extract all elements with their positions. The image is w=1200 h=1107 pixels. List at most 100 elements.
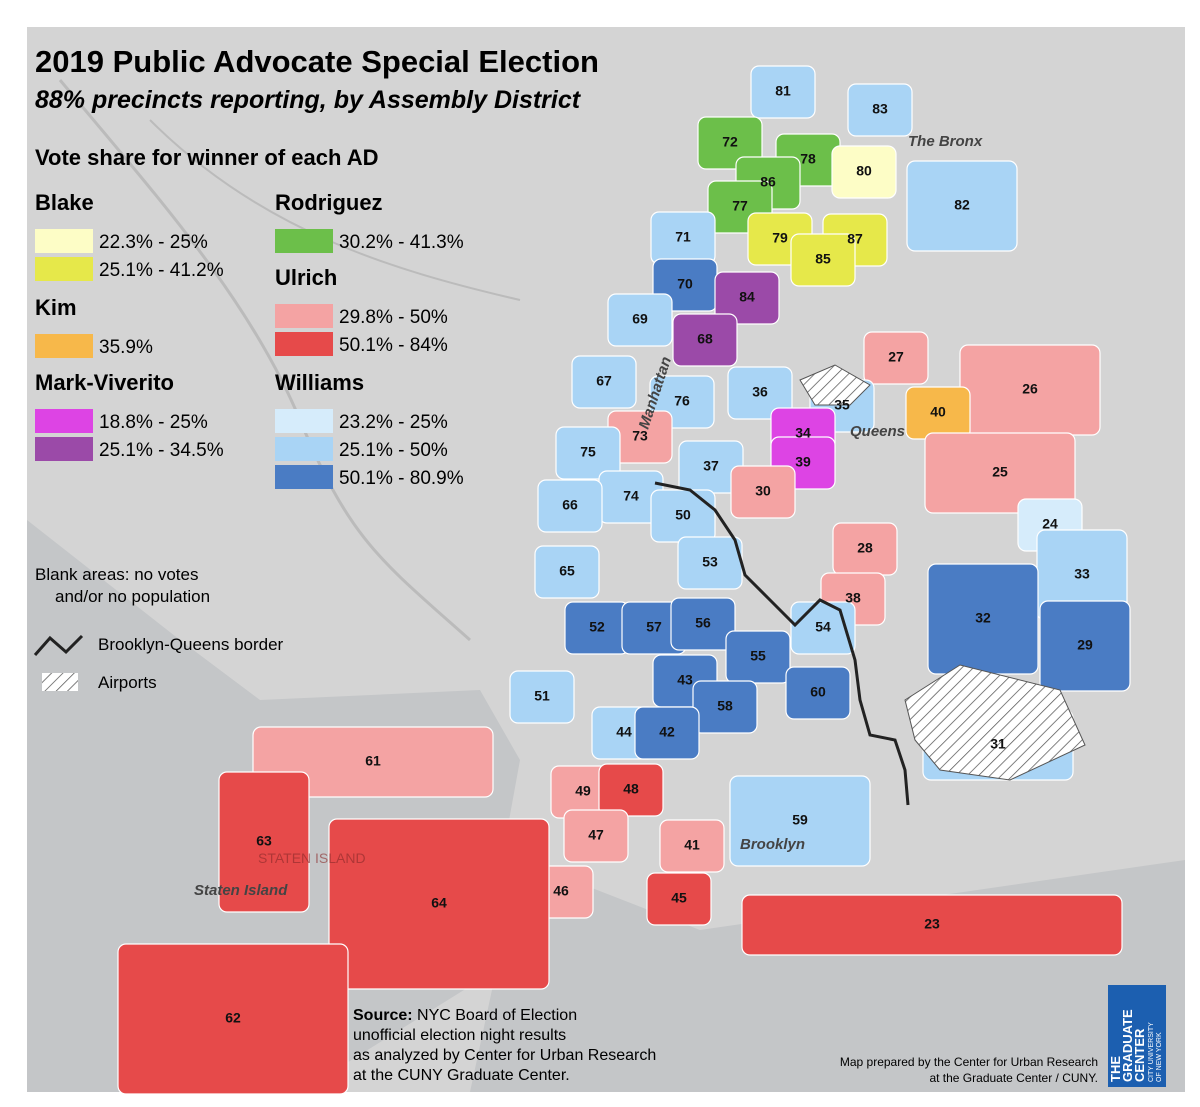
- district-label: 56: [695, 615, 711, 631]
- legend-swatch: [275, 229, 333, 253]
- legend-group: Rodriguez: [275, 190, 383, 215]
- district: [714, 271, 780, 325]
- district-label: 27: [888, 349, 904, 365]
- legend-swatch: [275, 409, 333, 433]
- district-label: 45: [671, 890, 687, 906]
- district-label: 62: [225, 1010, 241, 1026]
- district: [646, 872, 712, 926]
- source: Source: NYC Board of Election: [353, 1007, 577, 1024]
- district: [725, 630, 791, 684]
- source-label: Source:: [353, 1007, 413, 1024]
- source-line: as analyzed by Center for Urban Research: [353, 1047, 656, 1064]
- legend-group: Ulrich: [275, 265, 337, 290]
- borough-label: Brooklyn: [740, 836, 805, 853]
- district: [252, 726, 494, 798]
- legend-swatch: [35, 229, 93, 253]
- airport: [904, 664, 1086, 781]
- borough-label: The Bronx: [908, 133, 983, 150]
- district: [534, 545, 600, 599]
- district-label: 86: [760, 174, 776, 190]
- district: [790, 233, 856, 287]
- district: [863, 331, 929, 385]
- legend-label: 22.3% - 25%: [99, 232, 208, 253]
- district-label: 82: [954, 197, 970, 213]
- district-label: 71: [675, 229, 691, 245]
- district-label: 47: [588, 827, 604, 843]
- district: [831, 145, 897, 199]
- credit: at the Graduate Center / CUNY.: [929, 1071, 1098, 1085]
- district-label: 54: [815, 619, 831, 635]
- source-line: unofficial election night results: [353, 1027, 566, 1044]
- district-label: 52: [589, 619, 605, 635]
- legend-group: Williams: [275, 370, 364, 395]
- logo-text: CITY UNIVERSITY: [1148, 1022, 1155, 1082]
- legend-label: 50.1% - 80.9%: [339, 468, 464, 489]
- legend-group: Kim: [35, 295, 77, 320]
- legend-swatch: [35, 409, 93, 433]
- district-label: 24: [1042, 516, 1058, 532]
- borough-label: Queens: [850, 423, 905, 440]
- district-label: 36: [752, 384, 768, 400]
- district: [924, 432, 1076, 514]
- legend-label: 18.8% - 25%: [99, 412, 208, 433]
- district: [634, 706, 700, 760]
- district-label: 74: [623, 488, 639, 504]
- legend-label: 35.9%: [99, 337, 153, 358]
- district-labels: 81 83 72 78 86 80 82 77 71 79 87 85 70 84 69 68 27 67 36 35…: [225, 83, 1093, 1026]
- district: [328, 818, 550, 990]
- legend-label: 25.1% - 41.2%: [99, 260, 224, 281]
- legend-group: Mark-Viverito: [35, 370, 174, 395]
- district: [218, 771, 310, 913]
- district-label: 38: [845, 590, 861, 606]
- district-label: 53: [702, 554, 718, 570]
- district: [750, 65, 816, 119]
- legend-heading: Vote share for winner of each AD: [35, 145, 379, 170]
- district-label: 66: [562, 497, 578, 513]
- district: [598, 763, 664, 817]
- legend-label: 25.1% - 50%: [339, 440, 448, 461]
- district-label: 42: [659, 724, 675, 740]
- legend-swatch: [275, 304, 333, 328]
- district-label: 50: [675, 507, 691, 523]
- district-label: 79: [772, 230, 788, 246]
- district-label: 31: [990, 736, 1006, 752]
- district: [727, 366, 793, 420]
- district: [906, 160, 1018, 252]
- district-label: 28: [857, 540, 873, 556]
- legend-swatch: [35, 334, 93, 358]
- district-label: 32: [975, 610, 991, 626]
- district-label: 44: [616, 724, 632, 740]
- blank-note: and/or no population: [55, 587, 210, 606]
- district-label: 25: [992, 464, 1008, 480]
- district-label: 40: [930, 404, 946, 420]
- district-label: 49: [575, 783, 591, 799]
- district: [607, 293, 673, 347]
- district-label: 72: [722, 134, 738, 150]
- legend-swatch: [275, 437, 333, 461]
- district-label: 59: [792, 812, 808, 828]
- districts: [117, 65, 1131, 1095]
- legend-label: 50.1% - 84%: [339, 335, 448, 356]
- legend-label: 29.8% - 50%: [339, 307, 448, 328]
- source-line: at the CUNY Graduate Center.: [353, 1067, 570, 1084]
- district-label: 78: [800, 151, 816, 167]
- district-label: 67: [596, 373, 612, 389]
- district-label: 26: [1022, 381, 1038, 397]
- legend-swatch: [275, 332, 333, 356]
- district-label: 37: [703, 458, 719, 474]
- logo-text: OF NEW YORK: [1156, 1032, 1163, 1082]
- district: [537, 479, 603, 533]
- district: [571, 355, 637, 409]
- district: [555, 426, 621, 480]
- credit: Map prepared by the Center for Urban Res…: [840, 1055, 1098, 1069]
- borough-label: Staten Island: [194, 882, 288, 899]
- district-label: 83: [872, 101, 888, 117]
- district-label: 34: [795, 425, 811, 441]
- district: [847, 83, 913, 137]
- airport-swatch: [42, 673, 78, 691]
- borough-label: STATEN ISLAND: [258, 850, 366, 866]
- district: [1039, 600, 1131, 692]
- district-label: 77: [732, 198, 748, 214]
